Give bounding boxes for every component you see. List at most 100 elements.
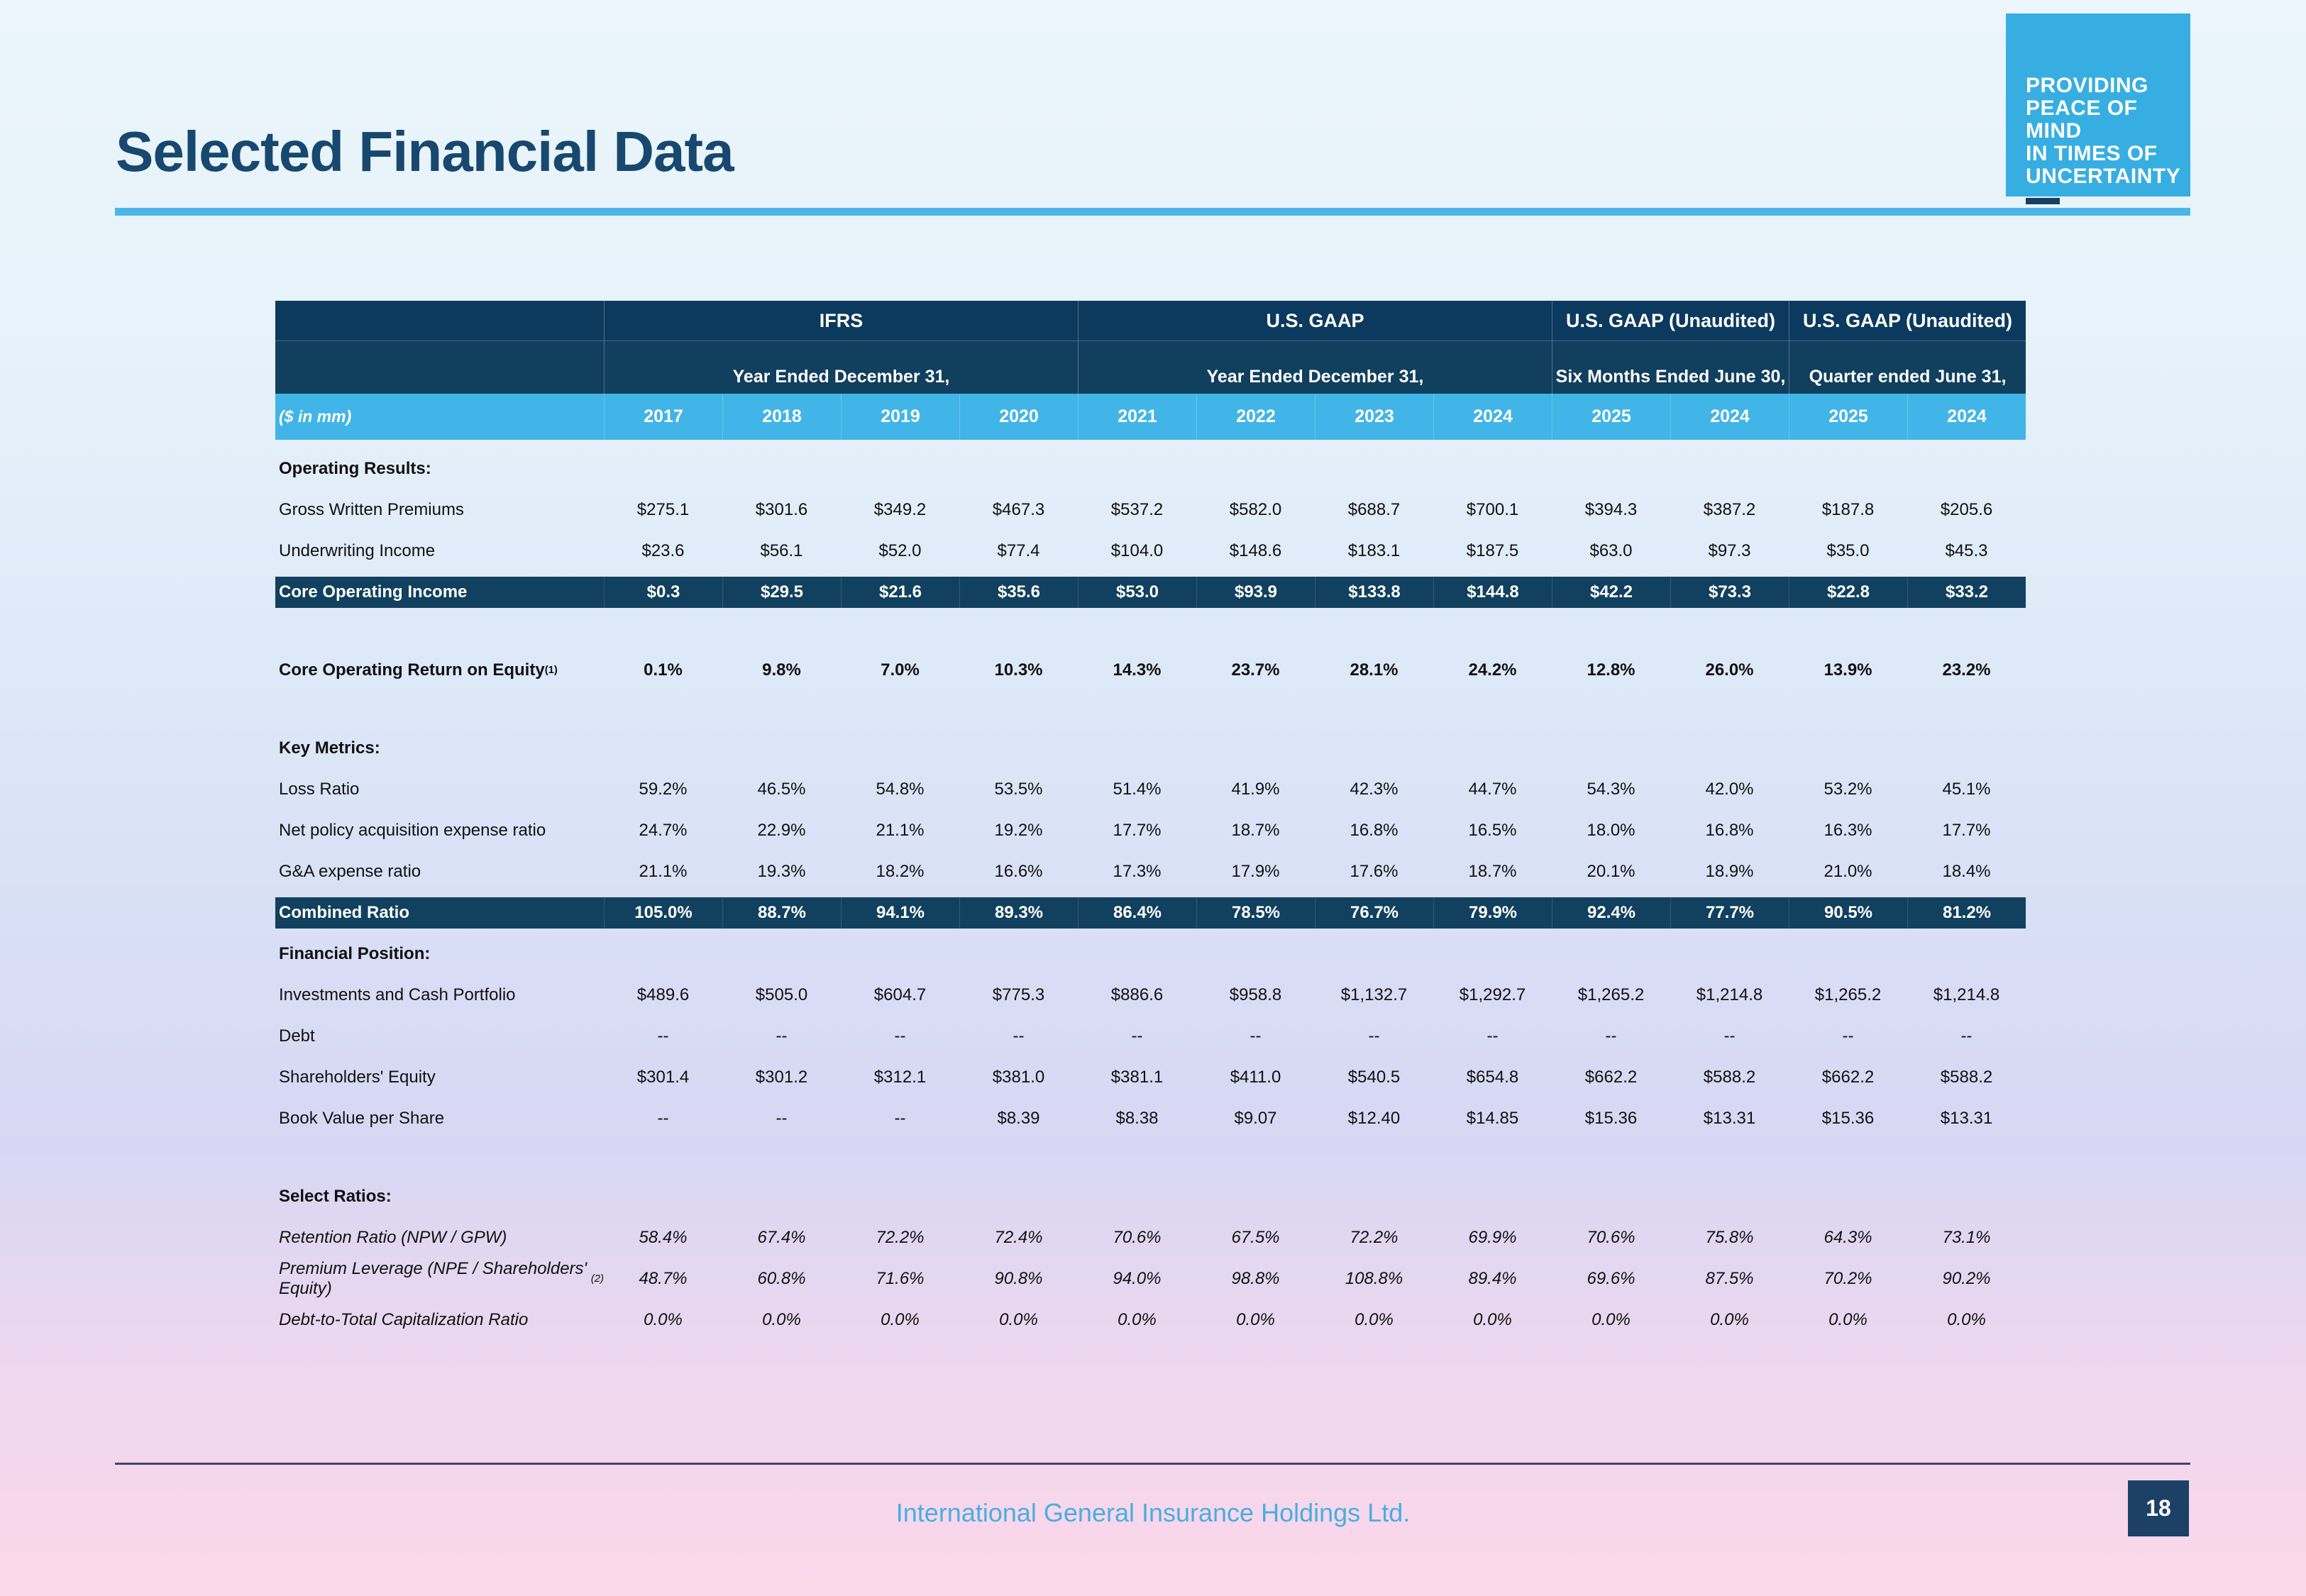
cell-value: 81.2% — [1907, 897, 2026, 929]
cell-value: $15.36 — [1584, 1109, 1638, 1128]
table-row: Combined Ratio 105.0% 88.7% 94.1% 89.3% 86.4%… — [275, 897, 2026, 929]
cell-value: $1,292.7 — [1459, 985, 1526, 1004]
cell-value: 20.1% — [1587, 862, 1635, 881]
cell-value: -- — [1368, 1026, 1380, 1046]
cell-value: 71.6% — [876, 1269, 925, 1288]
cell-value: 58.4% — [639, 1228, 688, 1247]
row-label: Underwriting Income — [279, 541, 436, 560]
cell-value: $411.0 — [1230, 1068, 1281, 1087]
table-row: Retention Ratio (NPW / GPW) 58.4% 67.4% 72.… — [275, 1217, 2026, 1258]
table-header: IFRS U.S. GAAP U.S. GAAP (Unaudited) U.S. G… — [275, 301, 2026, 440]
group-period: Year Ended December 31, — [1078, 340, 1552, 394]
cell-value: 73.1% — [1942, 1228, 1991, 1247]
group-standard: U.S. GAAP (Unaudited) — [1552, 301, 1789, 340]
cell-value: $301.6 — [755, 500, 808, 519]
cell-value: 22.9% — [757, 821, 806, 840]
cell-value: $381.0 — [992, 1068, 1045, 1087]
row-label: Book Value per Share — [279, 1109, 445, 1128]
cell-value: 44.7% — [1468, 780, 1517, 799]
cell-value: $148.6 — [1229, 541, 1282, 560]
cell-value: 28.1% — [1350, 660, 1399, 680]
cell-value: $540.5 — [1347, 1068, 1401, 1087]
header-row-standards: IFRS U.S. GAAP U.S. GAAP (Unaudited) U.S. G… — [275, 301, 2026, 340]
cell-value: $489.6 — [636, 985, 690, 1004]
cell-value: $582.0 — [1229, 500, 1282, 519]
group-standard: U.S. GAAP — [1078, 301, 1552, 340]
cell-value: 89.4% — [1468, 1269, 1517, 1288]
group-period: Year Ended December 31, — [604, 340, 1078, 394]
row-label: Loss Ratio — [279, 780, 360, 799]
cell-value: -- — [1013, 1026, 1025, 1046]
cell-value: $886.6 — [1110, 985, 1164, 1004]
cell-value: $588.2 — [1940, 1068, 1993, 1087]
row-label: Gross Written Premiums — [279, 500, 464, 519]
cell-value: 45.1% — [1942, 780, 1991, 799]
page-title: Selected Financial Data — [116, 120, 734, 183]
cell-value: 23.7% — [1231, 660, 1280, 680]
row-label: Shareholders' Equity — [279, 1068, 436, 1087]
logo-line: UNCERTAINTY — [2026, 165, 2181, 188]
cell-value: 79.9% — [1433, 897, 1552, 929]
row-label: G&A expense ratio — [279, 862, 421, 881]
cell-value: -- — [1486, 1026, 1499, 1046]
cell-value: 70.6% — [1113, 1228, 1162, 1247]
cell-value: 75.8% — [1705, 1228, 1754, 1247]
cell-value: 26.0% — [1705, 660, 1754, 680]
cell-value: $8.39 — [997, 1109, 1040, 1128]
cell-value: 19.3% — [757, 862, 806, 881]
cell-value: $312.1 — [873, 1068, 927, 1087]
table-row: Book Value per Share -- -- -- $8.39 $8.38 $9.0… — [275, 1098, 2026, 1139]
cell-value: 67.4% — [757, 1228, 806, 1247]
page-number: 18 — [2146, 1495, 2171, 1521]
row-label: Key Metrics: — [279, 738, 380, 758]
section-header-row: Select Ratios: — [275, 1176, 2026, 1217]
cell-value: 70.2% — [1824, 1269, 1872, 1288]
table-row: Investments and Cash Portfolio $489.6 $505… — [275, 975, 2026, 1016]
cell-value: 42.0% — [1705, 780, 1754, 799]
section-header-row: Financial Position: — [275, 933, 2026, 975]
cell-value: 41.9% — [1231, 780, 1280, 799]
year-header: 2024 — [1907, 394, 2026, 440]
year-header: 2022 — [1196, 394, 1315, 440]
header-label-spacer — [275, 301, 604, 340]
cell-value: $700.1 — [1466, 500, 1519, 519]
year-header: 2021 — [1078, 394, 1196, 440]
cell-value: 0.0% — [644, 1310, 683, 1329]
table-row: Gross Written Premiums $275.1 $301.6 $349.2… — [275, 489, 2026, 531]
cell-value: 88.7% — [722, 897, 841, 929]
header-label-spacer — [275, 340, 604, 394]
cell-value: -- — [657, 1026, 669, 1046]
row-spacer — [275, 1139, 2026, 1176]
section-header-row: Operating Results: — [275, 448, 2026, 489]
cell-value: $93.9 — [1196, 577, 1315, 608]
cell-value: 67.5% — [1231, 1228, 1280, 1247]
footer-company-name: International General Insurance Holdings… — [895, 1498, 1411, 1527]
cell-value: 105.0% — [604, 897, 722, 929]
cell-value: $187.8 — [1821, 500, 1875, 519]
cell-value: -- — [894, 1026, 906, 1046]
cell-value: -- — [1131, 1026, 1143, 1046]
cell-value: 0.0% — [1828, 1310, 1868, 1329]
cell-value: $301.4 — [636, 1068, 690, 1087]
cell-value: 72.2% — [1350, 1228, 1399, 1247]
table-row: Core Operating Income $0.3 $29.5 $21.6 $35.6… — [275, 577, 2026, 608]
cell-value: $35.6 — [959, 577, 1078, 608]
cell-value: $53.0 — [1078, 577, 1196, 608]
cell-value: 48.7% — [639, 1269, 688, 1288]
cell-value: $654.8 — [1466, 1068, 1519, 1087]
cell-value: $33.2 — [1907, 577, 2026, 608]
year-header: 2017 — [604, 394, 722, 440]
cell-value: $133.8 — [1315, 577, 1433, 608]
cell-value: $275.1 — [636, 500, 690, 519]
cell-value: 69.9% — [1468, 1228, 1517, 1247]
cell-value: $42.2 — [1552, 577, 1670, 608]
table-row: Underwriting Income $23.6 $56.1 $52.0 $77.4 $… — [275, 531, 2026, 572]
cell-value: 14.3% — [1113, 660, 1162, 680]
cell-value: -- — [1605, 1026, 1617, 1046]
cell-value: 16.5% — [1468, 821, 1517, 840]
cell-value: $588.2 — [1703, 1068, 1756, 1087]
row-label: Core Operating Income — [279, 582, 468, 602]
cell-value: 59.2% — [639, 780, 688, 799]
cell-value: $73.3 — [1670, 577, 1789, 608]
